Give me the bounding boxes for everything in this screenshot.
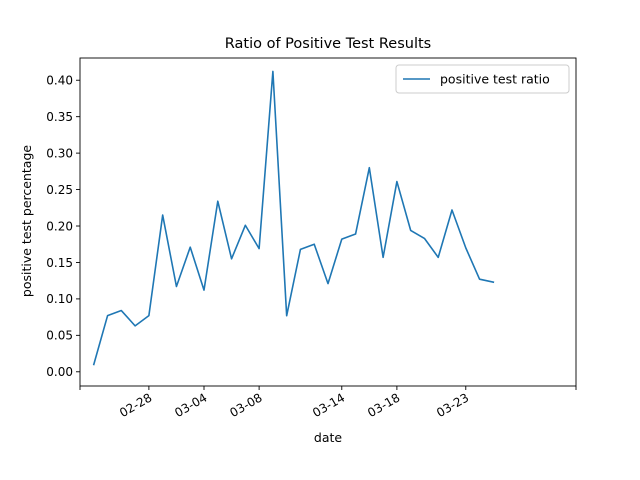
y-tick-label: 0.20 — [46, 219, 73, 233]
y-tick-label: 0.10 — [46, 292, 73, 306]
chart-title: Ratio of Positive Test Results — [225, 36, 431, 52]
y-axis-label: positive test percentage — [19, 145, 34, 297]
axes-frame — [79, 57, 577, 387]
plot-area: 0.000.050.100.150.200.250.300.350.4002-2… — [46, 57, 577, 420]
series-line-0 — [92, 70, 495, 366]
legend-box — [395, 64, 570, 94]
y-tick-label: 0.30 — [46, 146, 73, 160]
legend-label: positive test ratio — [440, 72, 550, 87]
legend: positive test ratio — [395, 64, 570, 94]
y-tick-label: 0.35 — [46, 110, 73, 124]
y-tick-label: 0.15 — [46, 256, 73, 270]
x-axis-label: date — [314, 430, 342, 445]
y-tick-label: 0.00 — [46, 365, 73, 379]
y-tick-label: 0.25 — [46, 183, 73, 197]
y-tick-label: 0.05 — [46, 329, 73, 343]
y-tick-label: 0.40 — [46, 74, 73, 88]
